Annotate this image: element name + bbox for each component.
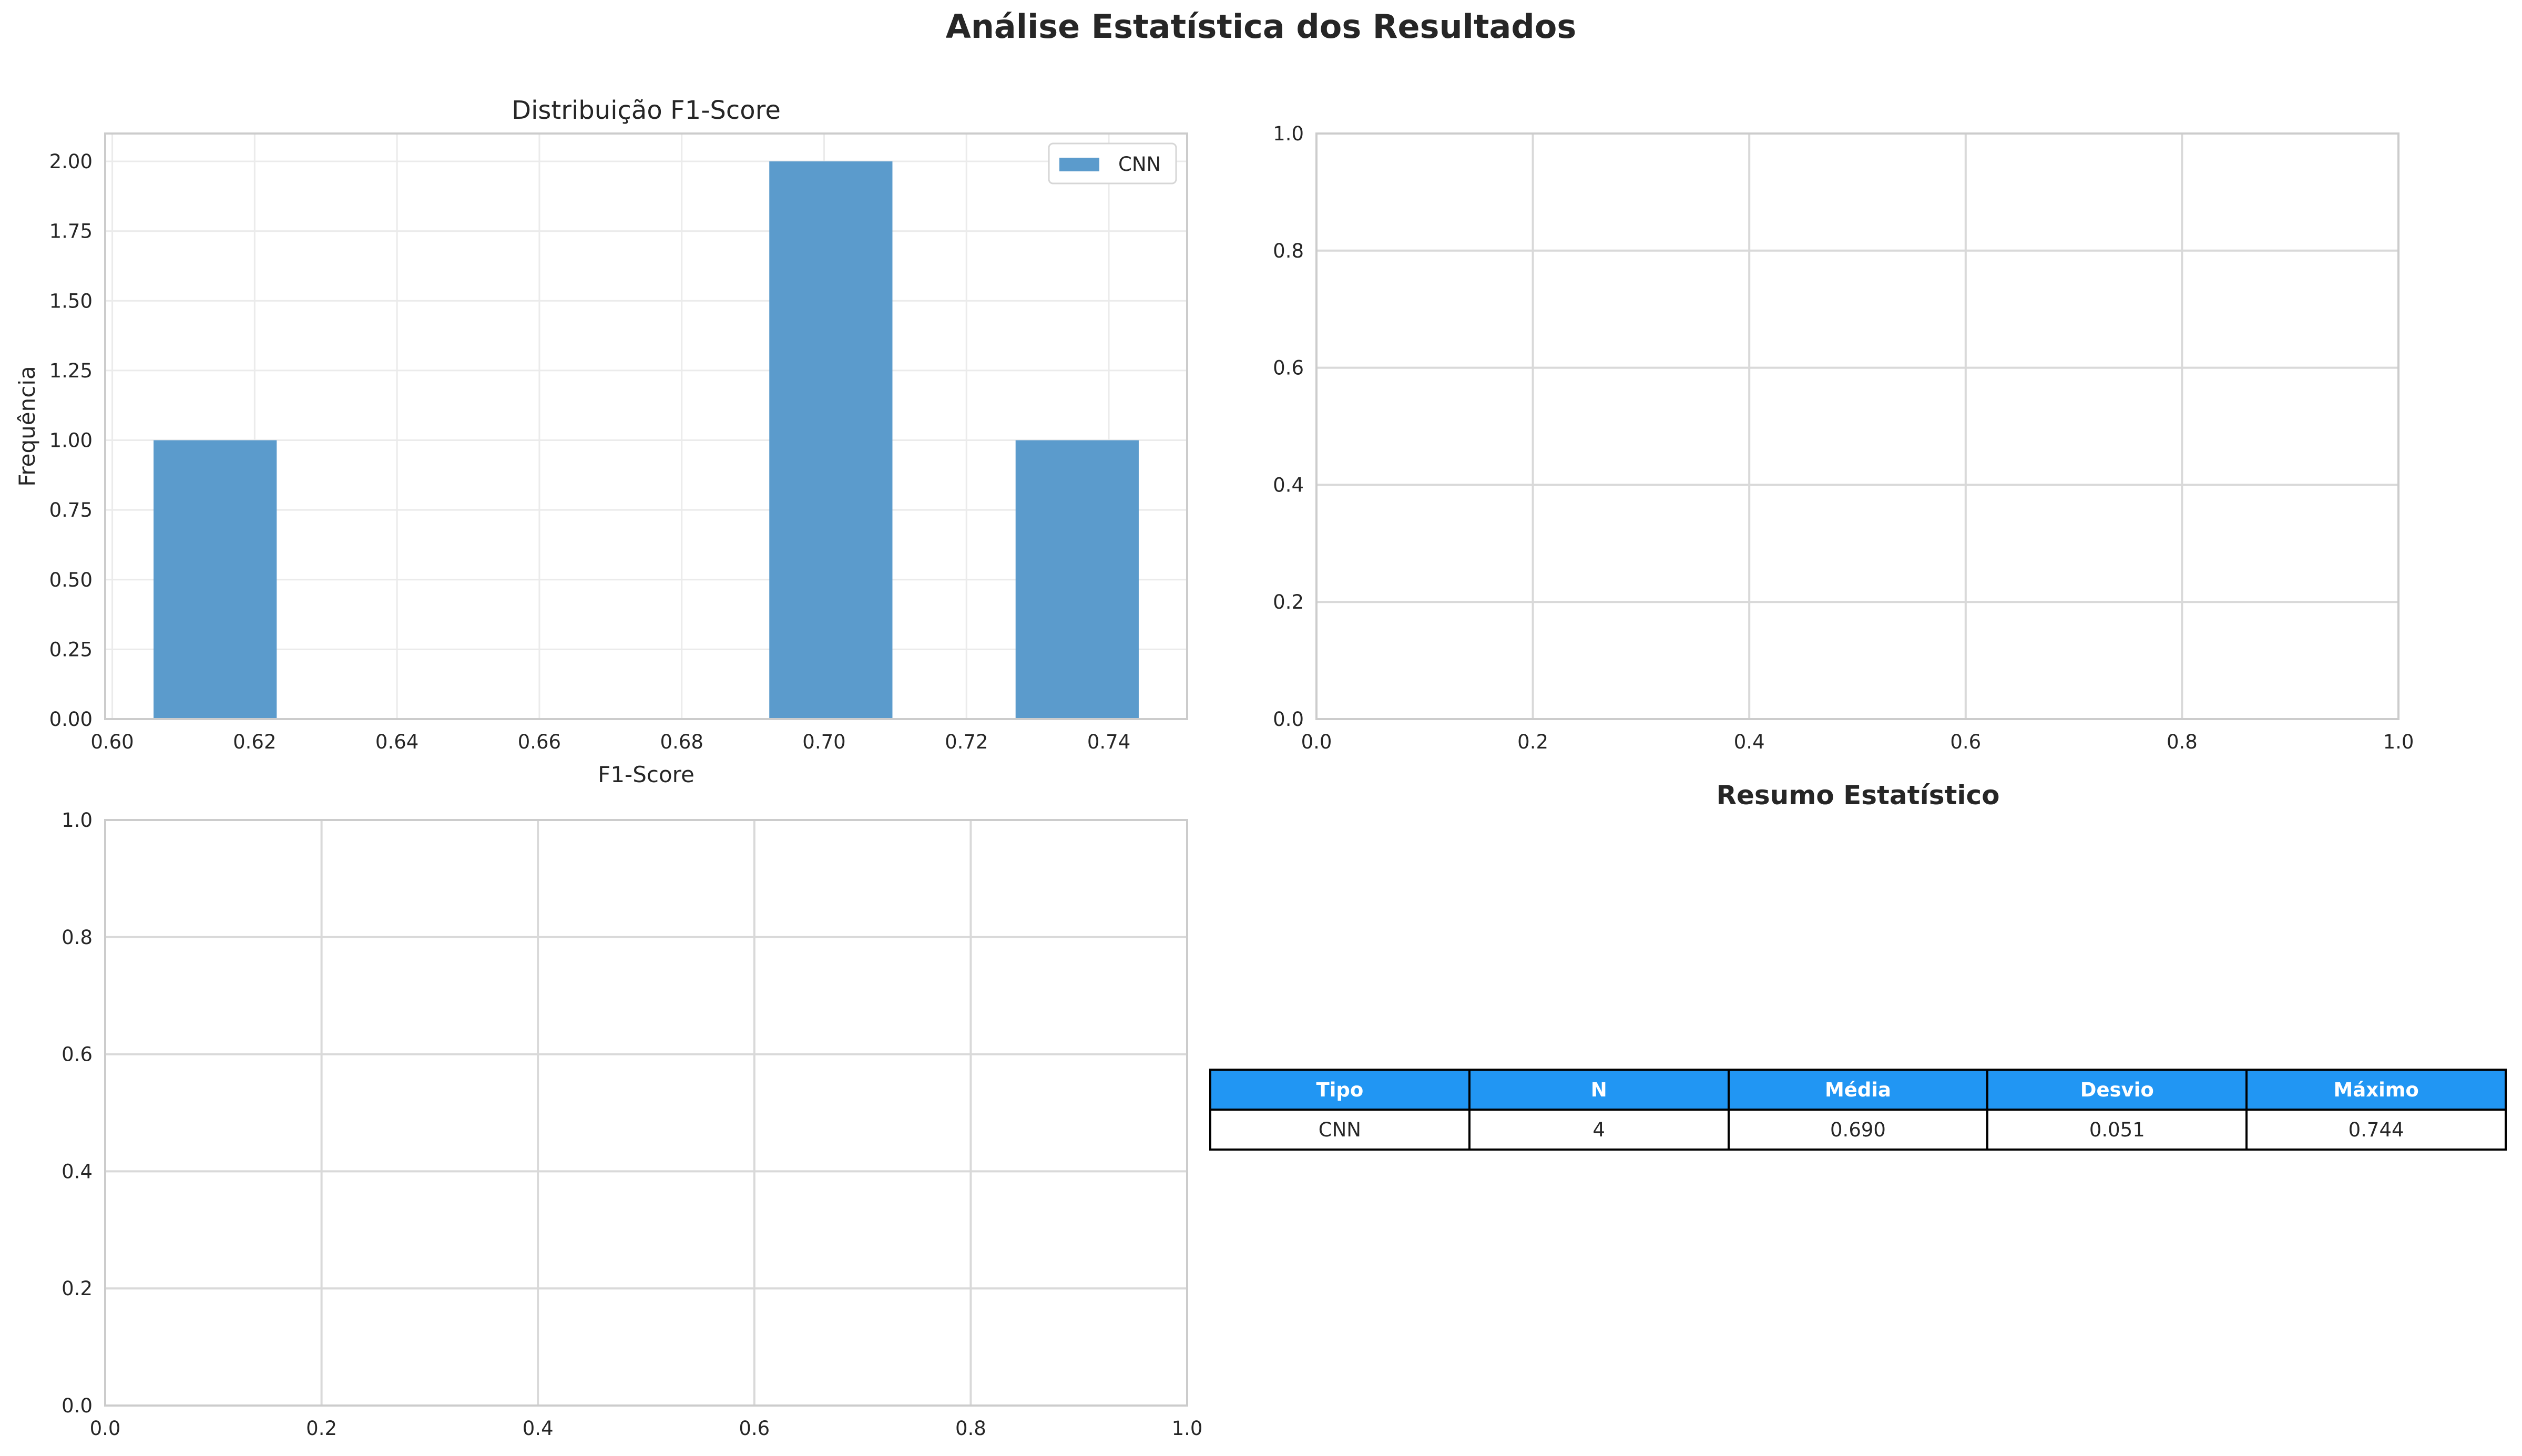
legend-label: CNN [1118,153,1161,176]
header-desvio: Desvio [1986,1069,2248,1111]
y-tick-label: 1.00 [49,429,93,452]
x-tick-label: 0.64 [375,731,418,753]
cell-maximo: 0.744 [2245,1109,2507,1151]
y-tick-label: 0.00 [49,708,93,731]
legend-box [1048,142,1177,184]
cell-desvio: 0.051 [1986,1109,2248,1151]
y-tick-label: 0.25 [49,638,93,661]
histogram-bar [1015,440,1139,719]
y-axis-label: Frequência [14,366,40,487]
y-tick-label: 1.50 [49,290,93,312]
header-n: N [1468,1069,1730,1111]
cell-n: 4 [1468,1109,1730,1151]
y-tick-label: 1.25 [49,360,93,382]
header-media: Média [1727,1069,1989,1111]
cell-media: 0.690 [1727,1109,1989,1151]
y-tick-label: 0.50 [49,569,93,591]
summary-table-title: Resumo Estatístico [1716,780,2000,811]
axes-frame [104,132,1188,720]
x-tick-label: 0.62 [233,731,276,753]
legend-swatch [1059,158,1099,171]
summary-header-row: Tipo N Média Desvio Máximo [1209,1069,2507,1111]
x-tick-label: 0.68 [660,731,703,753]
x-tick-label: 0.66 [518,731,561,753]
cell-tipo: CNN [1209,1109,1471,1151]
header-maximo: Máximo [2245,1069,2507,1111]
histogram-title: Distribuição F1-Score [512,96,781,125]
y-tick-label: 1.75 [49,220,93,243]
header-tipo: Tipo [1209,1069,1471,1111]
y-tick-label: 0.75 [49,499,93,521]
x-tick-label: 0.74 [1087,731,1130,753]
summary-table: Tipo N Média Desvio Máximo CNN 4 0.690 0… [1209,1069,2507,1151]
figure-title: Análise Estatística dos Resultados [945,7,1577,46]
x-tick-label: 0.72 [945,731,988,753]
table-row: CNN 4 0.690 0.051 0.744 [1209,1109,2507,1151]
histogram-bar [154,440,277,719]
x-tick-label: 0.60 [90,731,134,753]
y-tick-label: 2.00 [49,150,93,173]
histogram-bar [769,161,893,719]
x-axis-label: F1-Score [598,762,695,787]
x-tick-label: 0.70 [802,731,845,753]
